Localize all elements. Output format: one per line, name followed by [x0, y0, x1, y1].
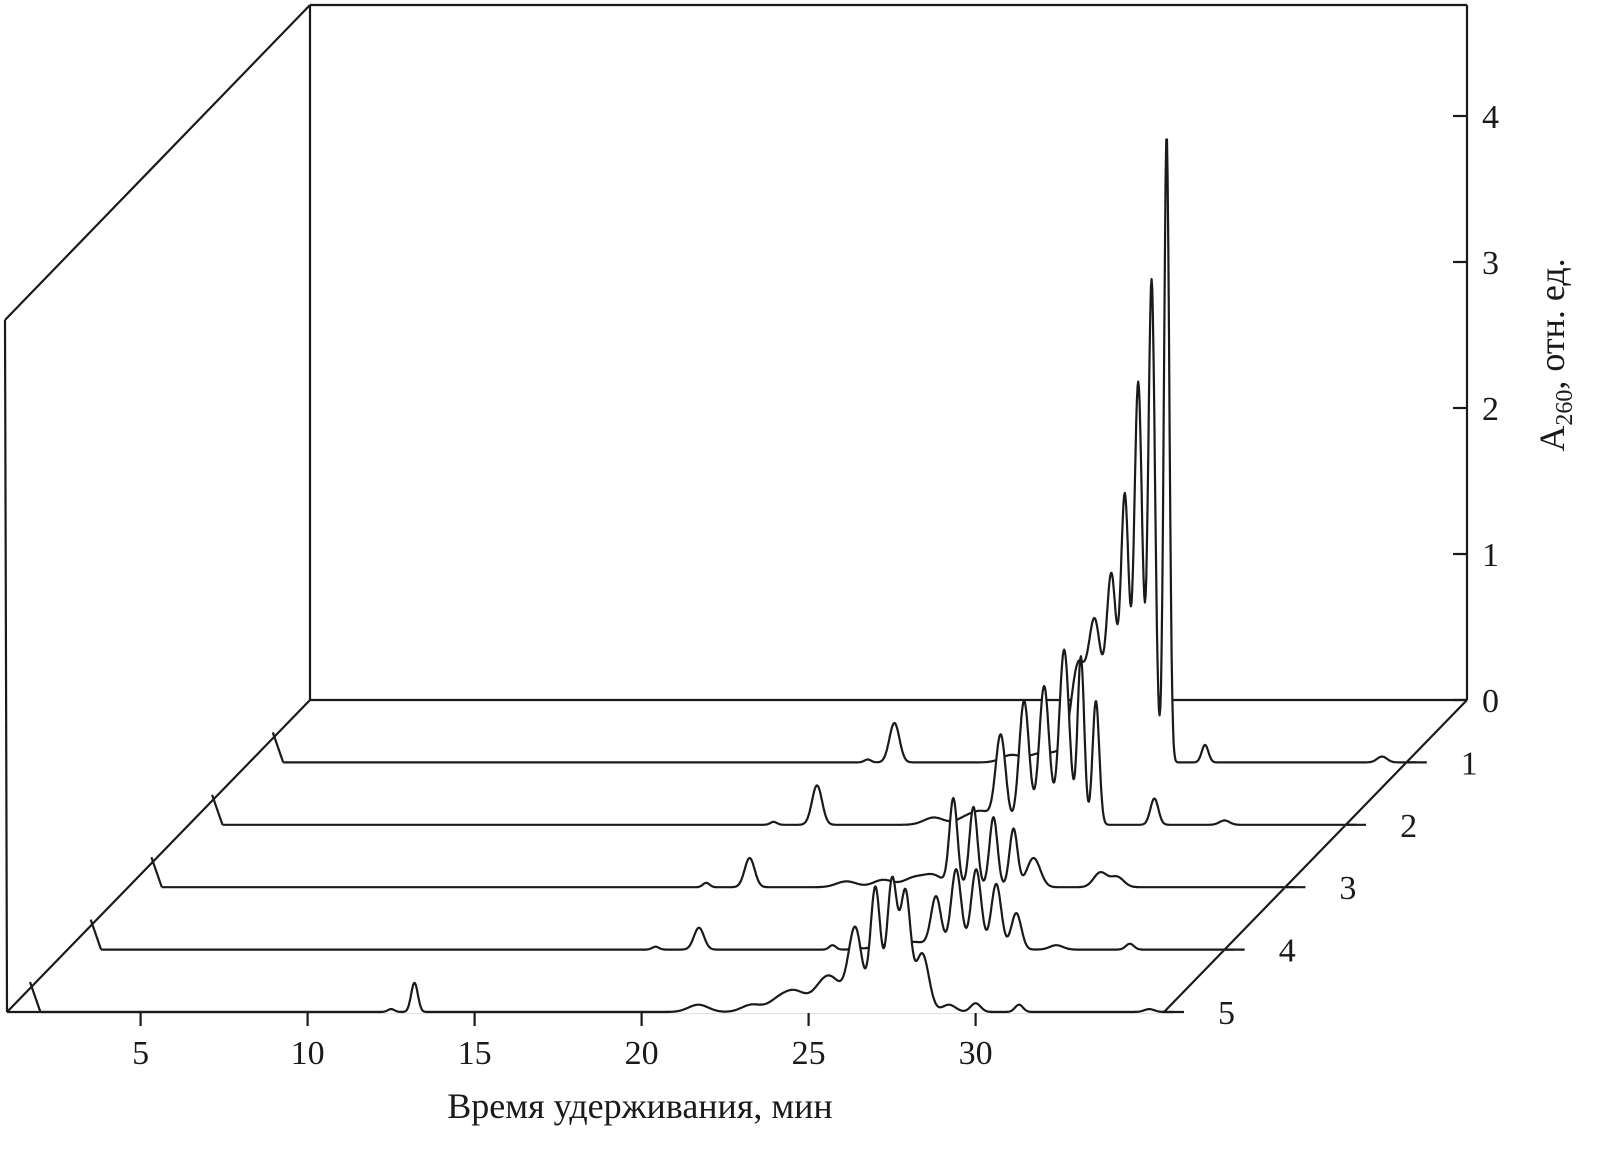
x-tick-label: 5	[132, 1035, 149, 1072]
trace-fill-4	[101, 869, 1235, 951]
trace-1	[282, 138, 1418, 764]
x-tick-label: 15	[458, 1035, 492, 1072]
x-tick-label: 25	[792, 1035, 826, 1072]
y-axis-title-subscript: 260	[1552, 390, 1578, 426]
trace-4	[100, 868, 1236, 951]
y-axis-title-main: A	[1532, 426, 1572, 452]
y-axis-title-group: A260, отн. ед.	[1532, 258, 1578, 451]
y-axis-title: A260, отн. ед.	[1532, 258, 1578, 451]
z-tick-label: 5	[1218, 995, 1235, 1032]
chromatogram-traces	[28, 138, 1418, 1014]
trace-fill-3	[161, 798, 1296, 889]
z-axis-ticks: 1 2 3 4 5	[1164, 745, 1478, 1032]
side-floor-edge	[6, 699, 311, 1013]
trace-2	[222, 648, 1357, 826]
y-tick-label: 4	[1482, 99, 1499, 136]
trace-baseline-start-3	[150, 856, 163, 888]
trace-fill-2	[222, 649, 1357, 826]
z-tick-label: 3	[1339, 870, 1356, 907]
chart-frame	[3, 3, 1469, 1014]
trace-baseline-start-2	[211, 794, 224, 826]
x-tick-label: 30	[959, 1035, 993, 1072]
y-axis-ticks: 0 1 2 3 4	[1453, 99, 1499, 720]
y-tick-label: 0	[1482, 683, 1499, 720]
side-wall-top-edge	[4, 4, 311, 321]
y-tick-label: 2	[1482, 391, 1499, 428]
x-axis-ticks: 5 10 15 20 25 30	[132, 1012, 993, 1072]
side-wall-front-edge	[3, 319, 9, 1013]
z-tick-label: 1	[1461, 745, 1478, 782]
z-axis-line	[1163, 699, 1468, 1013]
y-tick-label: 3	[1482, 245, 1499, 282]
trace-baseline-start-1	[271, 732, 285, 763]
trace-fill-1	[283, 139, 1417, 764]
y-axis-title-rest: , отн. ед.	[1532, 258, 1572, 389]
trace-baseline-start-4	[89, 919, 103, 950]
z-tick-label: 2	[1400, 808, 1417, 845]
z-tick-label: 4	[1279, 933, 1296, 970]
trace-fill-5	[40, 876, 1174, 1013]
x-tick-label: 20	[625, 1035, 659, 1072]
trace-baseline-start-5	[28, 981, 42, 1013]
y-tick-label: 1	[1482, 537, 1499, 574]
x-tick-label: 10	[291, 1035, 325, 1072]
x-axis-title: Время удерживания, мин	[447, 1086, 832, 1126]
trace-5	[40, 875, 1175, 1014]
trace-3	[161, 796, 1296, 889]
